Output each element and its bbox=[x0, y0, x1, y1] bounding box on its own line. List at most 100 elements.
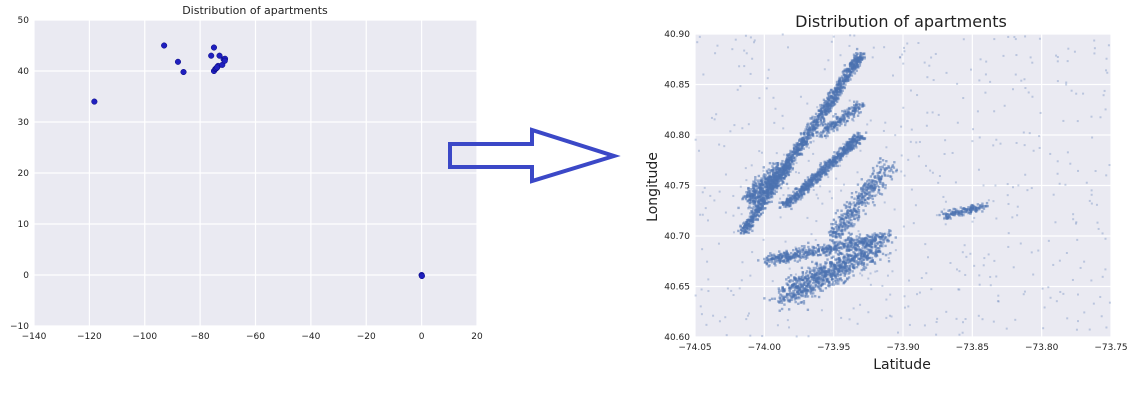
scatter-point bbox=[767, 258, 771, 261]
scatter-point bbox=[824, 263, 827, 266]
scatter-point bbox=[848, 244, 851, 247]
scatter-point bbox=[809, 130, 812, 133]
scatter-point bbox=[791, 286, 794, 289]
scatter-point bbox=[969, 206, 973, 209]
scatter-point bbox=[753, 188, 757, 191]
scatter-point bbox=[847, 242, 850, 245]
scatter-point bbox=[842, 257, 845, 260]
scatter-point bbox=[852, 147, 855, 150]
scatter-point bbox=[795, 252, 799, 256]
scatter-point bbox=[786, 283, 789, 287]
scatter-point bbox=[855, 240, 859, 244]
scatter-point bbox=[1056, 80, 1059, 83]
scatter-point bbox=[758, 192, 761, 195]
scatter-point bbox=[805, 291, 808, 294]
scatter-point bbox=[850, 213, 853, 216]
scatter-point bbox=[811, 249, 815, 253]
scatter-point bbox=[777, 184, 781, 188]
scatter-point bbox=[850, 240, 853, 243]
scatter-point bbox=[814, 281, 817, 285]
scatter-point bbox=[857, 252, 860, 256]
scatter-point bbox=[978, 136, 981, 139]
scatter-point bbox=[826, 258, 829, 261]
scatter-point bbox=[832, 262, 835, 265]
scatter-point bbox=[804, 293, 807, 296]
scatter-point bbox=[974, 208, 978, 212]
scatter-point bbox=[753, 201, 756, 204]
scatter-point bbox=[777, 170, 781, 173]
scatter-point bbox=[823, 265, 826, 268]
scatter-point bbox=[825, 107, 828, 110]
scatter-point bbox=[806, 122, 810, 125]
scatter-point bbox=[789, 159, 792, 162]
scatter-point bbox=[1041, 287, 1044, 290]
scatter-point bbox=[965, 255, 968, 258]
scatter-point bbox=[753, 184, 757, 188]
scatter-point bbox=[833, 267, 837, 271]
scatter-point bbox=[964, 318, 967, 321]
scatter-point bbox=[740, 229, 744, 233]
scatter-point bbox=[768, 174, 771, 177]
scatter-point bbox=[870, 184, 874, 188]
scatter-point bbox=[769, 179, 773, 182]
scatter-point bbox=[804, 276, 807, 280]
scatter-point bbox=[869, 190, 872, 193]
scatter-point bbox=[984, 205, 988, 208]
scatter-point bbox=[821, 124, 824, 127]
scatter-point bbox=[759, 193, 763, 196]
scatter-point bbox=[846, 108, 849, 111]
scatter-point bbox=[820, 172, 823, 175]
scatter-point bbox=[773, 189, 776, 192]
scatter-point bbox=[797, 292, 800, 296]
scatter-point bbox=[857, 211, 861, 214]
scatter-point bbox=[763, 189, 766, 192]
scatter-point bbox=[812, 292, 815, 295]
scatter-point bbox=[847, 116, 851, 119]
scatter-point bbox=[910, 188, 913, 191]
scatter-point bbox=[850, 259, 853, 262]
scatter-point bbox=[751, 251, 754, 254]
scatter-point bbox=[803, 179, 807, 182]
scatter-point bbox=[856, 198, 859, 201]
x-tick-label: −120 bbox=[77, 332, 102, 342]
scatter-point bbox=[761, 211, 764, 214]
scatter-point bbox=[841, 154, 844, 157]
scatter-point bbox=[806, 289, 809, 292]
scatter-point bbox=[878, 247, 881, 250]
scatter-point bbox=[772, 179, 776, 182]
scatter-point bbox=[859, 253, 862, 256]
scatter-point bbox=[861, 254, 864, 257]
scatter-point bbox=[858, 251, 861, 254]
scatter-point bbox=[828, 283, 831, 287]
scatter-point bbox=[881, 165, 884, 168]
scatter-point bbox=[1055, 300, 1058, 303]
scatter-point bbox=[876, 177, 879, 180]
scatter-point bbox=[827, 281, 831, 284]
scatter-point bbox=[857, 217, 860, 220]
scatter-point bbox=[812, 266, 816, 270]
scatter-point bbox=[787, 299, 790, 303]
scatter-point bbox=[856, 114, 860, 117]
scatter-point bbox=[957, 213, 960, 216]
scatter-point bbox=[786, 255, 789, 259]
scatter-point bbox=[849, 245, 853, 248]
scatter-point bbox=[831, 272, 835, 276]
scatter-point bbox=[857, 205, 861, 208]
scatter-point bbox=[859, 303, 862, 306]
scatter-point bbox=[836, 270, 840, 273]
scatter-point bbox=[840, 122, 843, 126]
scatter-point bbox=[851, 142, 854, 146]
scatter-point bbox=[807, 127, 811, 131]
scatter-point bbox=[824, 261, 827, 264]
scatter-point bbox=[766, 201, 769, 205]
scatter-point bbox=[813, 125, 816, 128]
scatter-point bbox=[825, 280, 828, 283]
scatter-point bbox=[823, 282, 826, 285]
scatter-point bbox=[829, 88, 833, 92]
scatter-point bbox=[1088, 328, 1091, 331]
scatter-point bbox=[843, 110, 846, 114]
scatter-point bbox=[1019, 242, 1022, 245]
scatter-point bbox=[818, 270, 821, 273]
scatter-point bbox=[876, 184, 879, 188]
scatter-point bbox=[860, 137, 864, 140]
